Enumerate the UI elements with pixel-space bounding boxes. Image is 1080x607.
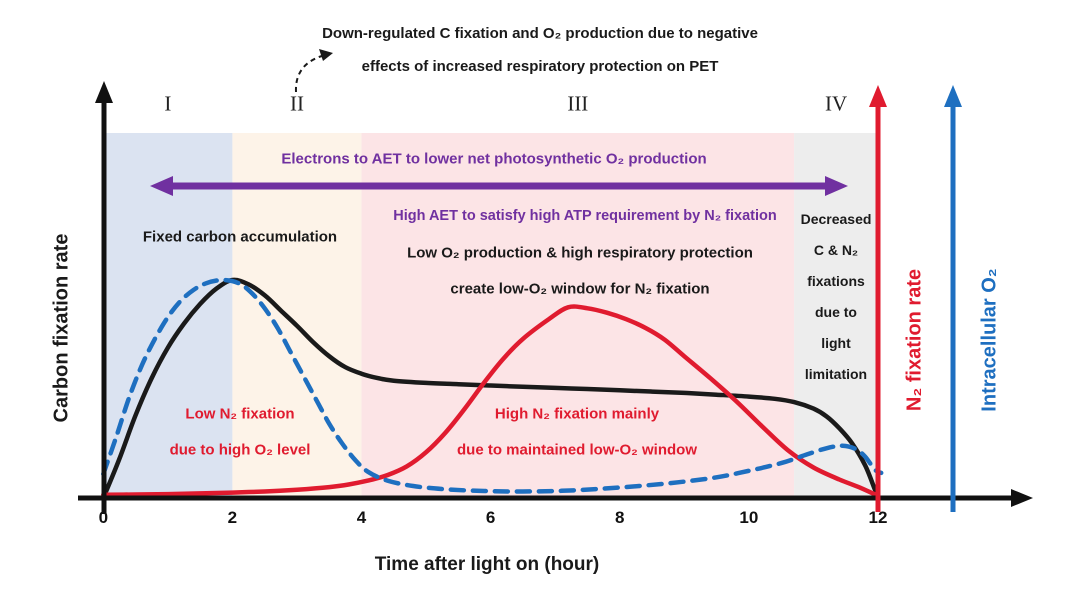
phase-label-IV: IV	[824, 91, 848, 116]
low-o2-annotation-line2: create low-O₂ window for N₂ fixation	[450, 280, 710, 298]
carbon-fixation-curve	[101, 277, 881, 501]
x-tick-0: 0	[98, 508, 109, 527]
fixed-carbon-annotation: Fixed carbon accumulation	[142, 228, 338, 246]
phase-label-III: III	[567, 91, 589, 116]
x-axis	[78, 489, 1033, 507]
data-curves	[101, 277, 884, 501]
x-tick-4: 4	[356, 508, 367, 527]
y-axis-label-carbon: Carbon fixation rate	[50, 233, 73, 423]
phase-band-II	[232, 133, 362, 497]
decreased-line: fixations	[807, 273, 865, 289]
x-tick-10: 10	[739, 508, 759, 527]
decreased-line: C & N₂	[813, 242, 859, 258]
aet-heading: Electrons to AET to lower net photosynth…	[281, 150, 707, 168]
decreased-line: due to	[814, 304, 857, 320]
low-n2-annotation-line2: due to high O₂ level	[169, 441, 311, 459]
phase-label-II: II	[289, 91, 304, 116]
low-n2-annotation-line1: Low N₂ fixation	[185, 405, 295, 423]
y-axis-label-o2: Intracellular O₂	[978, 268, 1001, 412]
high-n2-annotation-line2: due to maintained low-O₂ window	[457, 441, 697, 459]
x-axis-label: Time after light on (hour)	[374, 554, 600, 575]
x-tick-12: 12	[868, 508, 888, 527]
decreased-fixations-annotation: Decreased C & N₂ fixations due to light …	[801, 204, 872, 390]
x-tick-6: 6	[485, 508, 496, 527]
high-aet-annotation: High AET to satisfy high ATP requirement…	[393, 208, 777, 224]
x-tick-2: 2	[227, 508, 238, 527]
decreased-line: light	[821, 335, 851, 351]
phase-bands	[103, 133, 879, 497]
y-axis-carbon	[95, 81, 113, 514]
phase-label-I: I	[164, 91, 172, 116]
aet-double-arrow	[150, 176, 848, 196]
n2-fixation-curve	[101, 304, 881, 499]
y-axis-label-n2: N₂ fixation rate	[903, 268, 926, 412]
decreased-line: Decreased	[800, 211, 872, 227]
top-note-line1: Down-regulated C fixation and O₂ product…	[322, 25, 758, 42]
phase-band-IV	[794, 133, 879, 497]
x-tick-8: 8	[615, 508, 625, 527]
phase-band-III	[361, 133, 795, 497]
top-note: Down-regulated C fixation and O₂ product…	[322, 17, 758, 83]
high-n2-annotation-line1: High N₂ fixation mainly	[494, 405, 660, 423]
low-o2-annotation-line1: Low O₂ production & high respiratory pro…	[407, 244, 753, 262]
callout-dashed-arrow-icon	[294, 49, 333, 93]
top-note-line2: effects of increased respiratory protect…	[361, 58, 719, 75]
decreased-line: limitation	[804, 366, 868, 382]
y-axis-intracellular-o2	[944, 85, 962, 512]
intracellular-o2-curve	[101, 277, 884, 494]
y-axis-n2-fixation	[869, 85, 887, 512]
